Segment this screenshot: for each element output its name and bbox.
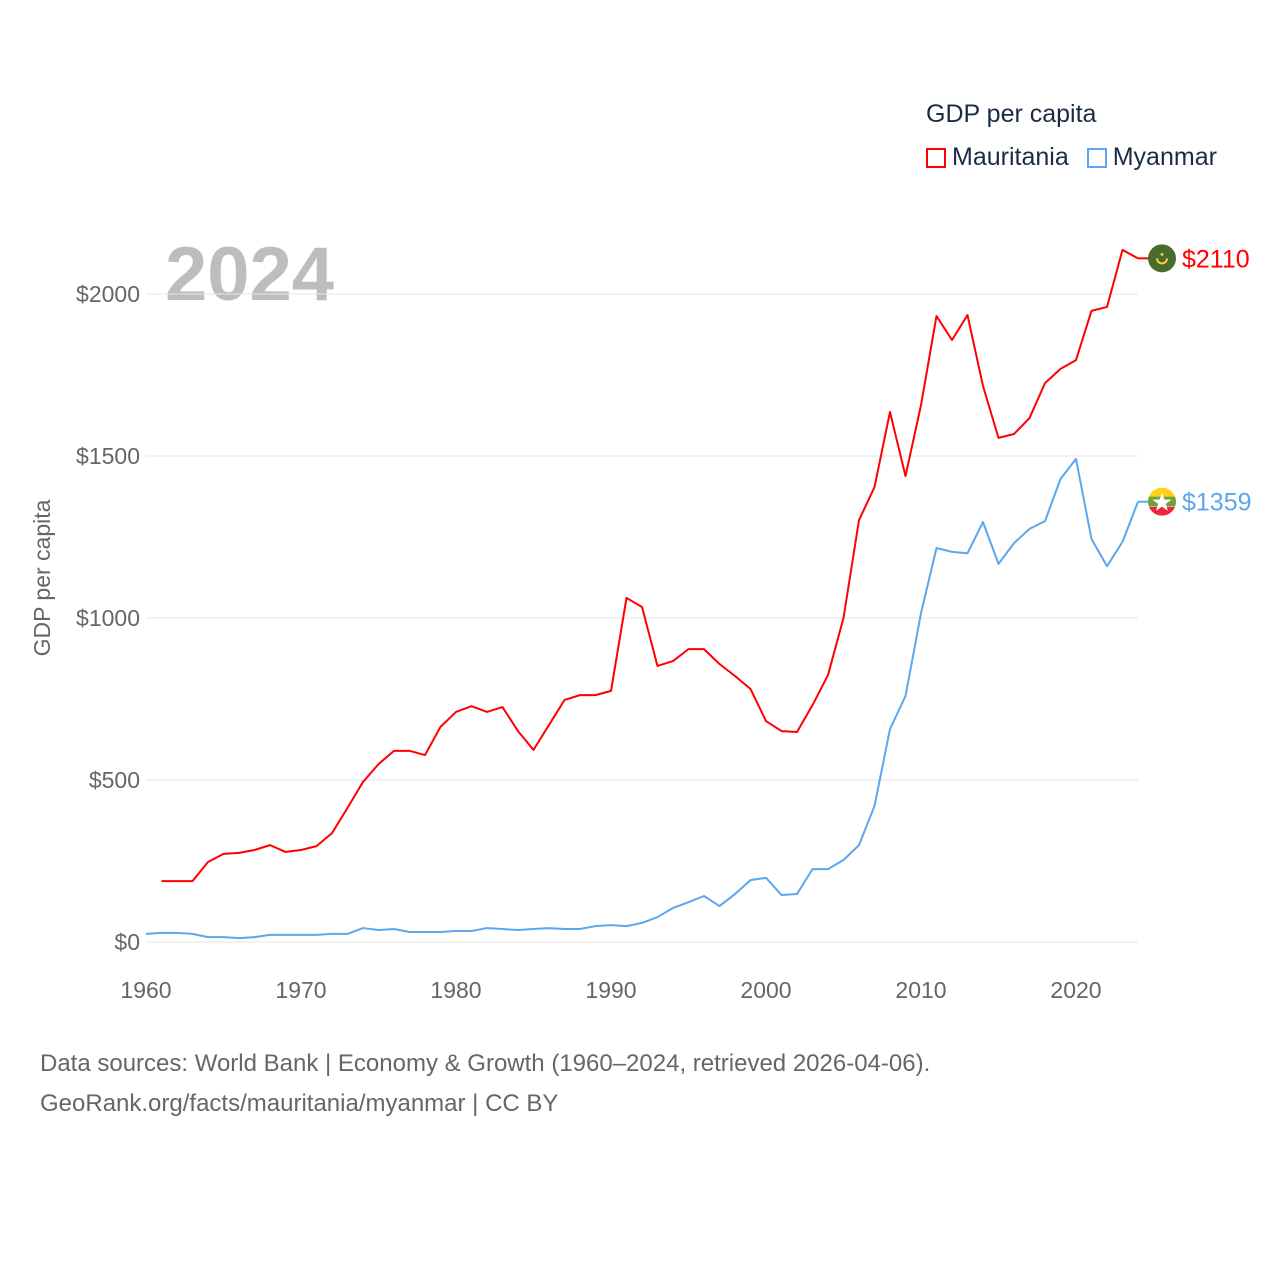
x-tick-label: 2020 bbox=[1050, 977, 1101, 1003]
legend-swatch-mauritania bbox=[926, 147, 946, 168]
y-tick-label: $2000 bbox=[76, 281, 140, 307]
legend-label-myanmar: Myanmar bbox=[1112, 143, 1217, 171]
end-value-label-myanmar: $1359 bbox=[1182, 489, 1252, 517]
series-line-myanmar bbox=[145, 457, 1139, 940]
star-icon bbox=[1160, 252, 1164, 256]
x-tick-label: 1980 bbox=[430, 977, 481, 1003]
crescent-icon bbox=[1156, 258, 1168, 265]
y-tick-label: $500 bbox=[89, 767, 140, 793]
flag-stripe bbox=[1148, 487, 1176, 498]
flag-stripe bbox=[1148, 506, 1176, 516]
year-label: 2024 bbox=[165, 232, 334, 317]
y-tick-label: $1500 bbox=[76, 443, 140, 469]
series-line-mauritania bbox=[161, 248, 1139, 883]
x-tick-label: 2000 bbox=[740, 977, 791, 1003]
x-tick-label: 2010 bbox=[895, 977, 946, 1003]
star-icon bbox=[1152, 492, 1172, 511]
legend-item-myanmar[interactable]: Myanmar bbox=[1086, 143, 1217, 172]
end-value-label-mauritania: $2110 bbox=[1182, 245, 1250, 273]
footer-link[interactable]: GeoRank.org/facts/mauritania/myanmar | C… bbox=[40, 1090, 559, 1117]
x-tick-label: 1960 bbox=[120, 977, 171, 1003]
legend: Mauritania Myanmar bbox=[926, 143, 1217, 172]
y-tick-label: $0 bbox=[114, 929, 140, 955]
mauritania-flag-icon bbox=[1148, 244, 1176, 273]
x-tick-label: 1970 bbox=[275, 977, 326, 1003]
footer: Data sources: World Bank | Economy & Gro… bbox=[40, 1044, 930, 1124]
y-axis-label: GDP per capita bbox=[29, 499, 55, 656]
y-tick-label: $1000 bbox=[76, 605, 140, 631]
legend-swatch-myanmar bbox=[1086, 147, 1107, 168]
legend-label-mauritania: Mauritania bbox=[952, 143, 1069, 171]
legend-title: GDP per capita bbox=[926, 100, 1097, 128]
footer-sources: Data sources: World Bank | Economy & Gro… bbox=[40, 1050, 931, 1077]
x-tick-label: 1990 bbox=[585, 977, 636, 1003]
legend-item-mauritania[interactable]: Mauritania bbox=[926, 143, 1069, 172]
